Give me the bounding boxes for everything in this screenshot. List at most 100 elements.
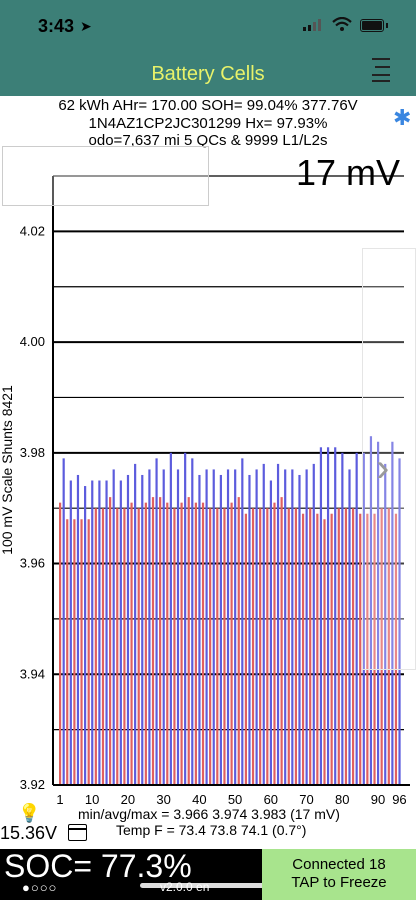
bar-cell-61 xyxy=(273,502,276,785)
bar-cell-21 xyxy=(130,502,133,785)
bar-cell-69 xyxy=(301,513,305,785)
bar-cell-40 xyxy=(198,474,201,785)
soc-panel[interactable] xyxy=(0,849,262,900)
bar-cell-92 xyxy=(384,463,387,785)
bar-cell-9 xyxy=(87,519,90,785)
bar-cell-75 xyxy=(323,519,326,785)
x-tick-label: 1 xyxy=(56,792,63,807)
y-tick-label: 3.98 xyxy=(20,445,45,460)
bar-cell-15 xyxy=(109,497,112,785)
lightbulb-icon[interactable]: 💡 xyxy=(18,803,41,823)
bar-cell-86 xyxy=(362,452,365,785)
bar-cell-31 xyxy=(166,502,169,785)
page-title: Battery Cells xyxy=(151,63,265,85)
bar-cell-76 xyxy=(326,447,330,785)
connection-status-button[interactable]: Connected 18 TAP to Freeze xyxy=(262,849,416,900)
chevron-right-icon[interactable]: › xyxy=(376,446,390,490)
bar-cell-60 xyxy=(269,480,273,785)
bar-cell-23 xyxy=(137,508,140,785)
x-tick-label: 20 xyxy=(121,792,135,807)
bar-cell-62 xyxy=(276,463,280,785)
x-tick-label: 30 xyxy=(156,792,170,807)
bar-cell-51 xyxy=(237,497,240,785)
x-tick-label: 50 xyxy=(228,792,242,807)
app-version: v2.0.0 en xyxy=(160,880,210,894)
bar-cell-71 xyxy=(309,508,312,785)
zoom-overlay[interactable] xyxy=(2,146,209,206)
vin-health: 1N4AZ1CP2JC301299 Hx= 97.93% xyxy=(88,115,328,132)
x-tick-label: 90 xyxy=(371,792,385,807)
odometer-charges: odo=7,637 mi 5 QCs & 9999 L1/L2s xyxy=(88,132,328,149)
bar-cell-4 xyxy=(69,480,72,785)
status-time: 3:43 xyxy=(38,16,75,36)
bar-cell-52 xyxy=(241,458,244,785)
bar-cell-47 xyxy=(223,508,226,785)
menu-icon[interactable] xyxy=(372,58,390,82)
bar-cell-67 xyxy=(294,508,298,785)
calendar-icon[interactable] xyxy=(68,824,87,841)
bar-cell-24 xyxy=(141,474,144,785)
bar-cell-91 xyxy=(380,508,383,785)
bar-cell-22 xyxy=(134,463,137,785)
page-indicator[interactable]: ●○○○ xyxy=(22,880,58,895)
home-indicator[interactable] xyxy=(140,883,280,888)
bluetooth-icon[interactable]: ✱ xyxy=(393,105,412,130)
bar-cell-55 xyxy=(251,508,255,785)
bar-cell-93 xyxy=(387,508,390,785)
bar-cell-84 xyxy=(355,452,358,785)
y-axis-label: 100 mV Scale Shunts 8421 xyxy=(0,385,15,555)
bar-cell-32 xyxy=(169,452,172,785)
bar-cell-77 xyxy=(330,513,333,785)
cellular-signal-icon xyxy=(303,19,321,31)
bar-cell-7 xyxy=(80,519,83,785)
x-tick-label: 10 xyxy=(85,792,99,807)
wifi-icon xyxy=(332,17,352,31)
bar-cell-78 xyxy=(334,447,337,785)
bar-cell-30 xyxy=(162,469,165,785)
pack-summary: 62 kWh AHr= 170.00 SOH= 99.04% 377.76V xyxy=(58,97,358,114)
connection-status: Connected 18 xyxy=(292,856,386,873)
bar-cell-96 xyxy=(398,458,401,785)
bar-cell-25 xyxy=(144,502,147,785)
bar-cell-64 xyxy=(284,469,287,785)
bar-cell-95 xyxy=(394,513,398,785)
bar-cell-5 xyxy=(73,519,76,785)
bar-cell-26 xyxy=(148,469,151,785)
bar-cell-35 xyxy=(180,502,183,785)
bar-cell-43 xyxy=(209,508,212,785)
bar-cell-48 xyxy=(226,469,230,785)
bar-cell-6 xyxy=(76,474,80,785)
bar-cell-81 xyxy=(344,508,348,785)
bar-cell-68 xyxy=(298,474,301,785)
bar-cell-88 xyxy=(369,436,373,785)
bar-cell-83 xyxy=(351,508,355,785)
bar-cell-90 xyxy=(376,441,380,785)
state-of-charge: SOC= 77.3% xyxy=(4,848,192,884)
bar-cell-29 xyxy=(159,497,162,785)
side-panel-overlay[interactable] xyxy=(362,248,416,670)
status-bar xyxy=(0,0,416,44)
bar-cell-94 xyxy=(391,441,394,785)
bar-cell-3 xyxy=(66,519,69,785)
bar-cell-50 xyxy=(234,469,237,785)
bar-cell-11 xyxy=(94,508,97,785)
bar-cell-73 xyxy=(316,513,319,785)
bar-cell-16 xyxy=(112,469,115,785)
aux-battery-voltage: 15.36V xyxy=(0,823,58,843)
bar-cell-63 xyxy=(280,497,283,785)
x-tick-label: 70 xyxy=(299,792,313,807)
bar-cell-54 xyxy=(248,474,251,785)
voltage-spread-readout: 17 mV xyxy=(296,152,401,193)
bar-cell-89 xyxy=(373,513,376,785)
bar-cell-37 xyxy=(187,497,190,785)
bar-cell-72 xyxy=(312,463,315,785)
bar-cell-58 xyxy=(262,463,265,785)
bar-cell-82 xyxy=(348,469,351,785)
y-tick-label: 4.00 xyxy=(20,334,45,349)
bar-cell-53 xyxy=(244,513,247,785)
bar-cell-34 xyxy=(176,469,180,785)
y-tick-label: 3.96 xyxy=(20,556,45,571)
bar-cell-12 xyxy=(98,480,101,785)
bar-cell-80 xyxy=(341,452,344,785)
bar-cell-49 xyxy=(230,502,233,785)
